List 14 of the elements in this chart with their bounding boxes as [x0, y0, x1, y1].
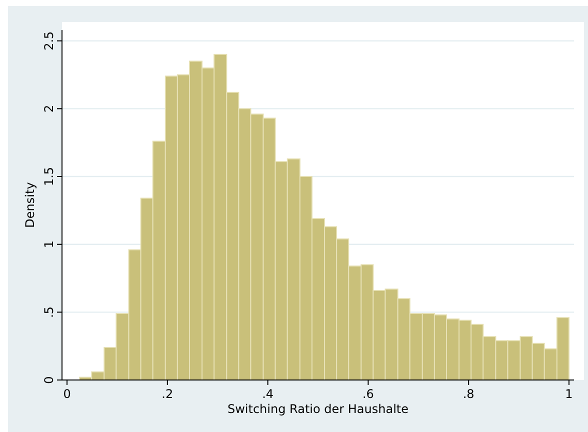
y-tick-label: 1: [42, 240, 56, 248]
y-axis-title: Density: [23, 182, 37, 228]
x-tick-label: 0: [63, 387, 71, 401]
x-tick-label: .4: [262, 387, 274, 401]
y-tick-label: 0: [42, 376, 56, 384]
x-tick-label: .2: [162, 387, 174, 401]
x-tick-label: 1: [565, 387, 573, 401]
x-tick-label: .6: [362, 387, 374, 401]
y-tick-label: 2.5: [42, 31, 56, 50]
y-tick-label: 1.5: [42, 166, 56, 186]
y-tick-label: .5: [42, 306, 56, 318]
x-axis-title: Switching Ratio der Haushalte: [227, 402, 409, 416]
x-tick-label: .8: [462, 387, 474, 401]
y-tick-label: 2: [42, 104, 56, 112]
